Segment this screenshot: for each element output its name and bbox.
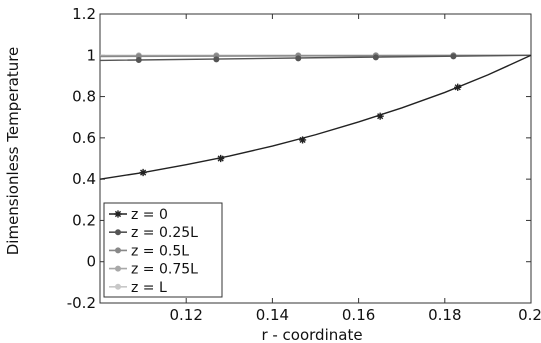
data-point — [136, 57, 141, 62]
legend-marker — [115, 248, 120, 253]
legend-marker — [114, 210, 121, 217]
y-tick-label: 0 — [86, 253, 96, 271]
y-tick-label: 0.2 — [72, 211, 96, 229]
x-tick-label: 0.12 — [169, 306, 202, 324]
data-point — [377, 113, 384, 120]
legend-label: z = 0.75L — [131, 262, 198, 278]
legend-label: z = L — [131, 280, 167, 296]
legend-marker — [115, 230, 120, 235]
y-tick-label: -0.2 — [67, 294, 96, 312]
legend: z = 0 z = 0.25L z = 0.5L z = 0.75L z = L — [104, 203, 222, 297]
y-axis-label: Dimensionless Temperature — [4, 47, 22, 256]
data-point — [451, 54, 456, 59]
y-tick-label: 0.8 — [72, 88, 96, 106]
data-point — [140, 169, 147, 176]
x-tick-label: 0.2 — [518, 306, 541, 324]
data-point — [454, 84, 461, 91]
y-tick-label: 1 — [86, 46, 96, 64]
y-tick-label: 1.2 — [72, 5, 96, 23]
legend-marker — [115, 266, 120, 271]
x-axis-label: r - coordinate — [261, 326, 362, 343]
data-point — [214, 57, 219, 62]
legend-label: z = 0.5L — [131, 243, 189, 259]
data-point — [373, 55, 378, 60]
legend-label: z = 0 — [131, 207, 168, 223]
legend-marker — [115, 284, 120, 289]
legend-label: z = 0.25L — [131, 225, 198, 241]
data-point — [299, 136, 306, 143]
y-tick-label: 0.4 — [72, 170, 96, 188]
x-tick-label: 0.14 — [256, 306, 289, 324]
data-point — [217, 155, 224, 162]
x-tick-label: 0.16 — [342, 306, 375, 324]
data-point — [296, 56, 301, 61]
x-tick-label: 0.18 — [428, 306, 461, 324]
y-tick-label: 0.6 — [72, 129, 96, 147]
